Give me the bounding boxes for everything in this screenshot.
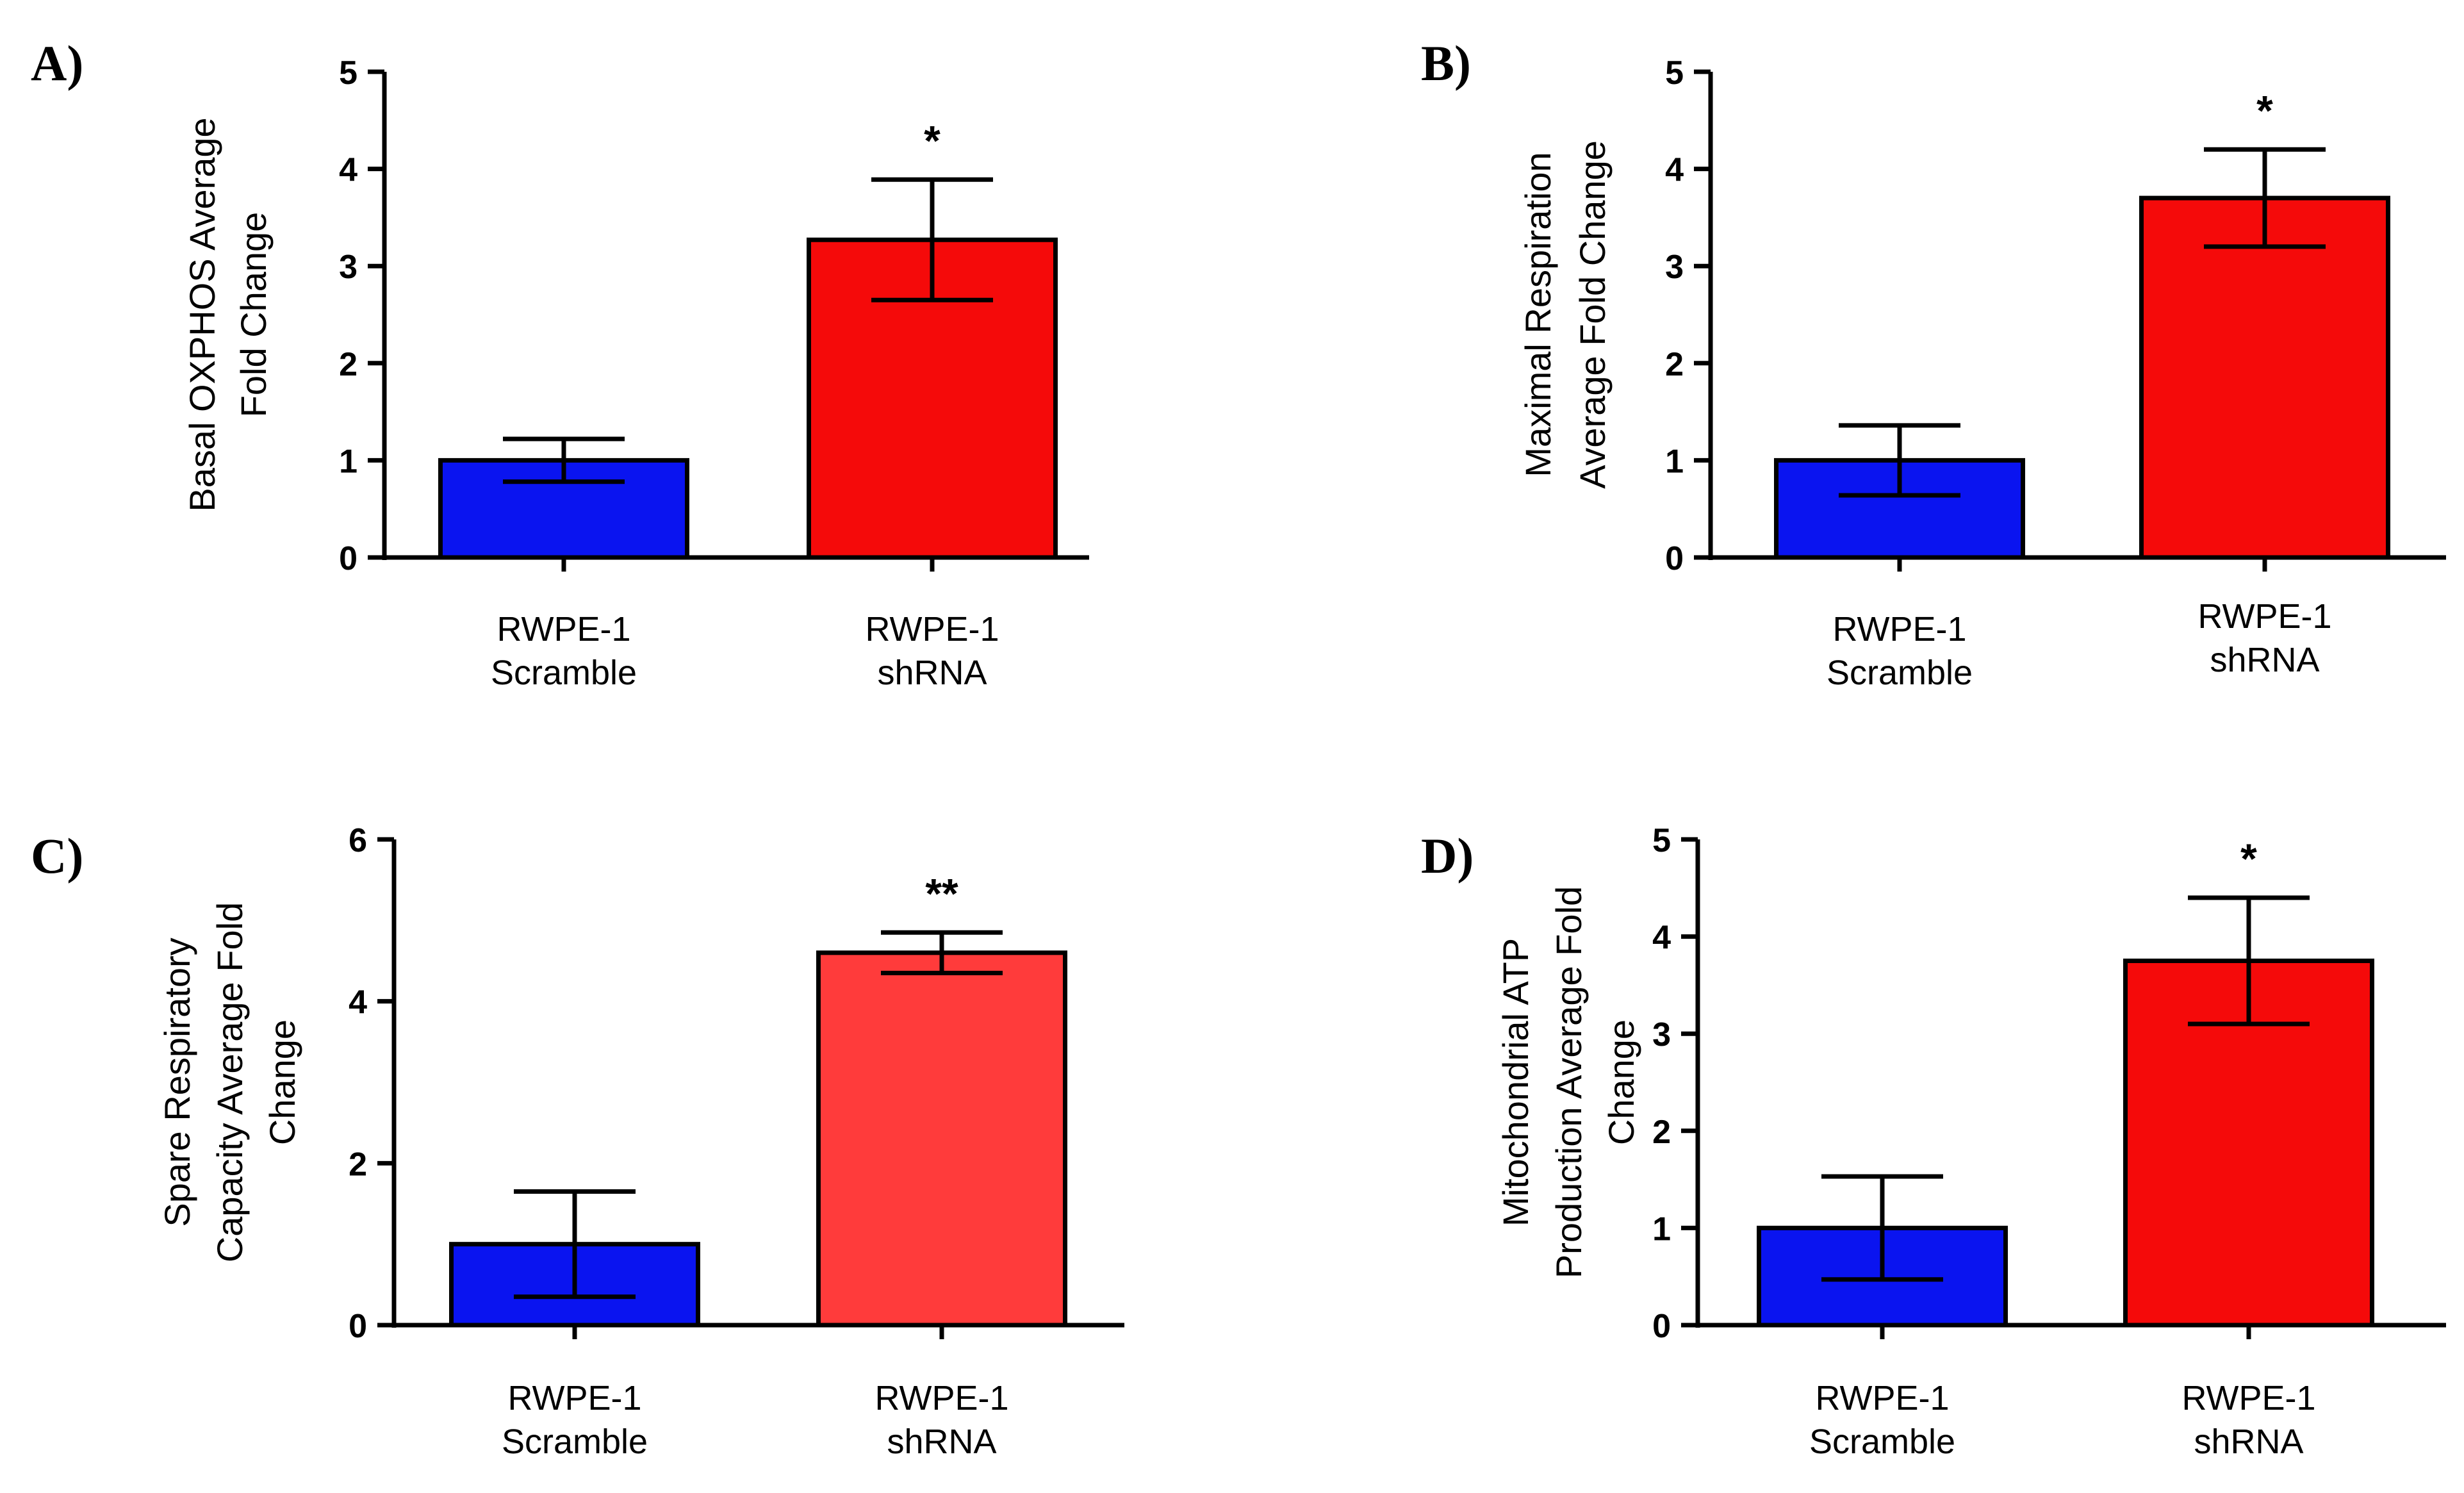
- y-tick-label: 5: [1652, 822, 1671, 859]
- category-label: Scramble: [1809, 1423, 1955, 1461]
- y-tick-label: 4: [339, 152, 357, 189]
- category-label: shRNA: [2194, 1423, 2303, 1461]
- y-tick-label: 3: [1665, 249, 1684, 286]
- y-tick-label: 0: [339, 540, 357, 577]
- y-tick-label: 6: [349, 822, 367, 859]
- panel-label: B): [1421, 35, 1471, 91]
- y-axis-label: Maximal Respiration: [1518, 152, 1558, 477]
- y-tick-label: 2: [1652, 1114, 1671, 1151]
- category-label: RWPE-1: [2197, 597, 2331, 636]
- category-label: shRNA: [2210, 641, 2319, 679]
- category-label: RWPE-1: [875, 1379, 1008, 1417]
- panel-a: A) RWPE-1 Scramble * RWPE-1 shRNA 0 1 2 3 4 5 Basal …: [31, 35, 1089, 692]
- y-axis-label: Change: [1601, 1019, 1641, 1145]
- y-axis-label: Capacity Average Fold: [209, 902, 250, 1262]
- category-label: Scramble: [491, 654, 637, 692]
- y-tick-label: 3: [1652, 1016, 1671, 1053]
- category-label: Scramble: [1827, 654, 1973, 692]
- category-label: shRNA: [887, 1423, 996, 1461]
- category-label: RWPE-1: [1832, 610, 1966, 648]
- y-tick-label: 4: [1665, 152, 1684, 189]
- y-tick-label: 4: [1652, 920, 1671, 957]
- category-label: RWPE-1: [2181, 1379, 2315, 1417]
- panel-d: D) RWPE-1 Scramble * RWPE-1 shRNA 0 1 2 3 4 5 Mitoch…: [1421, 822, 2446, 1461]
- y-tick-label: 3: [339, 249, 357, 286]
- y-axis-label: Average Fold Change: [1572, 140, 1613, 489]
- y-tick-label: 2: [339, 346, 357, 383]
- category-label: RWPE-1: [1815, 1379, 1949, 1417]
- panel-label: D): [1421, 828, 1474, 884]
- y-axis-label: Spare Respiratory: [157, 937, 197, 1226]
- y-tick-label: 4: [349, 984, 367, 1021]
- panel-b: B) RWPE-1 Scramble * RWPE-1 shRNA 0 1 2 3 4 5 Maxima…: [1421, 35, 2446, 692]
- significance-marker: *: [2240, 835, 2257, 882]
- y-tick-label: 0: [1665, 540, 1684, 577]
- y-tick-label: 2: [1665, 346, 1684, 383]
- panel-c: C) RWPE-1 Scramble ** RWPE-1 shRNA 0 2 4 6 Spare R…: [31, 822, 1124, 1461]
- significance-marker: **: [925, 870, 958, 917]
- y-axis-label: Mitochondrial ATP: [1495, 938, 1536, 1226]
- significance-marker: *: [924, 117, 940, 164]
- y-tick-label: 0: [1652, 1308, 1671, 1345]
- category-label: Scramble: [502, 1423, 648, 1461]
- category-label: shRNA: [877, 654, 987, 692]
- y-tick-label: 1: [339, 443, 357, 480]
- y-tick-label: 1: [1665, 443, 1684, 480]
- significance-marker: *: [2256, 87, 2273, 134]
- category-label: RWPE-1: [865, 610, 999, 648]
- y-axis-label: Fold Change: [233, 212, 274, 418]
- y-tick-label: 0: [349, 1308, 367, 1345]
- y-tick-label: 1: [1652, 1210, 1671, 1248]
- y-tick-label: 5: [1665, 54, 1684, 92]
- y-axis-label: Basal OXPHOS Average: [182, 117, 222, 511]
- panel-label: A): [31, 35, 83, 91]
- panel-label: C): [31, 828, 83, 884]
- category-label: RWPE-1: [507, 1379, 641, 1417]
- bar: [2139, 195, 2390, 560]
- y-tick-label: 2: [349, 1146, 367, 1183]
- y-axis-label: Change: [262, 1019, 302, 1145]
- bar: [816, 950, 1067, 1328]
- y-tick-label: 5: [339, 54, 357, 92]
- category-label: RWPE-1: [497, 610, 630, 648]
- y-axis-label: Production Average Fold: [1548, 886, 1589, 1278]
